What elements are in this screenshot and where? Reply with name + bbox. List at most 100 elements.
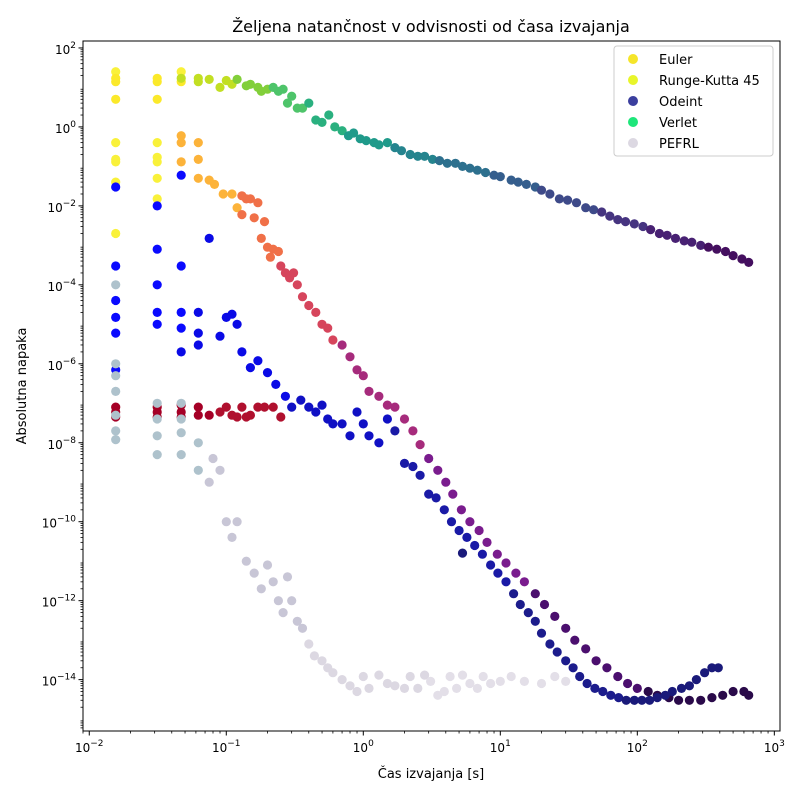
data-point (439, 686, 449, 697)
data-point (304, 402, 314, 412)
data-point (439, 505, 449, 515)
x-tick-label: 10−1 (212, 739, 241, 755)
data-point (176, 131, 186, 141)
data-point (431, 493, 441, 503)
data-point (232, 412, 242, 422)
x-tick-label-exponent: 3 (779, 739, 785, 749)
data-point (465, 163, 475, 173)
data-point (424, 453, 434, 464)
data-point (536, 185, 547, 195)
data-point (259, 217, 270, 227)
data-point (637, 695, 647, 705)
data-point (703, 242, 714, 252)
data-point (193, 438, 203, 448)
data-point (605, 211, 615, 221)
data-point (427, 154, 438, 164)
series-4 (111, 280, 571, 700)
data-point (645, 695, 655, 705)
data-point (358, 671, 368, 682)
legend-label: Verlet (659, 116, 697, 131)
data-point (552, 647, 562, 657)
data-point (262, 560, 273, 570)
data-point (209, 179, 220, 189)
series-1 (111, 73, 754, 267)
data-point (289, 268, 299, 278)
data-point (111, 386, 121, 396)
data-point (744, 690, 754, 700)
data-point (237, 402, 247, 412)
data-point (304, 639, 314, 649)
y-tick-label: 10−8 (47, 436, 76, 452)
x-axis-label: Čas izvajanja [s] (378, 766, 485, 782)
data-point (176, 307, 186, 317)
data-point (237, 347, 247, 357)
data-point (176, 261, 186, 271)
data-point (111, 138, 121, 148)
y-tick-label-base: 10 (55, 122, 70, 136)
data-point (561, 676, 571, 687)
data-point (245, 194, 255, 204)
data-point (361, 136, 371, 146)
data-point (328, 668, 338, 678)
data-point (737, 254, 747, 264)
data-point (111, 94, 121, 104)
data-point (204, 410, 214, 420)
data-point (245, 79, 255, 89)
data-point (646, 225, 656, 235)
data-point (282, 98, 293, 108)
data-point (687, 237, 697, 247)
data-point (152, 201, 162, 211)
data-point (399, 458, 410, 468)
data-point (643, 686, 653, 697)
data-point (193, 465, 203, 475)
data-point (227, 309, 237, 319)
data-point (420, 670, 430, 680)
data-point (253, 402, 263, 412)
data-point (495, 172, 505, 182)
data-point (176, 67, 186, 77)
data-point (554, 194, 565, 204)
data-point (215, 407, 225, 417)
data-point (152, 138, 162, 148)
data-point (482, 537, 492, 548)
series-2 (111, 170, 723, 705)
data-point (152, 73, 162, 83)
data-point (413, 683, 423, 694)
data-point (674, 695, 684, 705)
data-point (660, 690, 670, 700)
data-point (446, 517, 457, 527)
data-point (297, 292, 308, 302)
data-point (563, 195, 573, 205)
data-point (676, 683, 687, 694)
data-point (638, 221, 648, 232)
data-point (296, 395, 306, 405)
data-point (568, 663, 578, 673)
data-point (221, 402, 231, 412)
y-tick-label: 10−10 (42, 515, 77, 531)
data-point (273, 596, 283, 606)
x-tick-label-exponent: −1 (227, 739, 240, 749)
x-tick-label-base: 10 (490, 741, 505, 755)
data-point (249, 213, 259, 223)
data-point (667, 686, 677, 697)
data-point (317, 656, 327, 666)
data-point (472, 683, 482, 694)
data-point (591, 656, 601, 666)
y-tick-label: 10−2 (47, 199, 76, 215)
data-point (176, 323, 186, 333)
data-point (193, 307, 203, 317)
data-point (493, 568, 503, 578)
data-point (337, 340, 347, 350)
data-point (193, 328, 203, 338)
data-point (408, 461, 418, 472)
data-point (424, 489, 434, 499)
data-point (521, 179, 532, 189)
data-point (561, 656, 571, 666)
data-point (515, 599, 525, 610)
x-tick-label: 10−2 (75, 739, 104, 755)
y-tick-label-exponent: −4 (63, 278, 77, 288)
data-point (241, 556, 251, 566)
data-point (176, 414, 186, 424)
data-point (337, 675, 347, 685)
